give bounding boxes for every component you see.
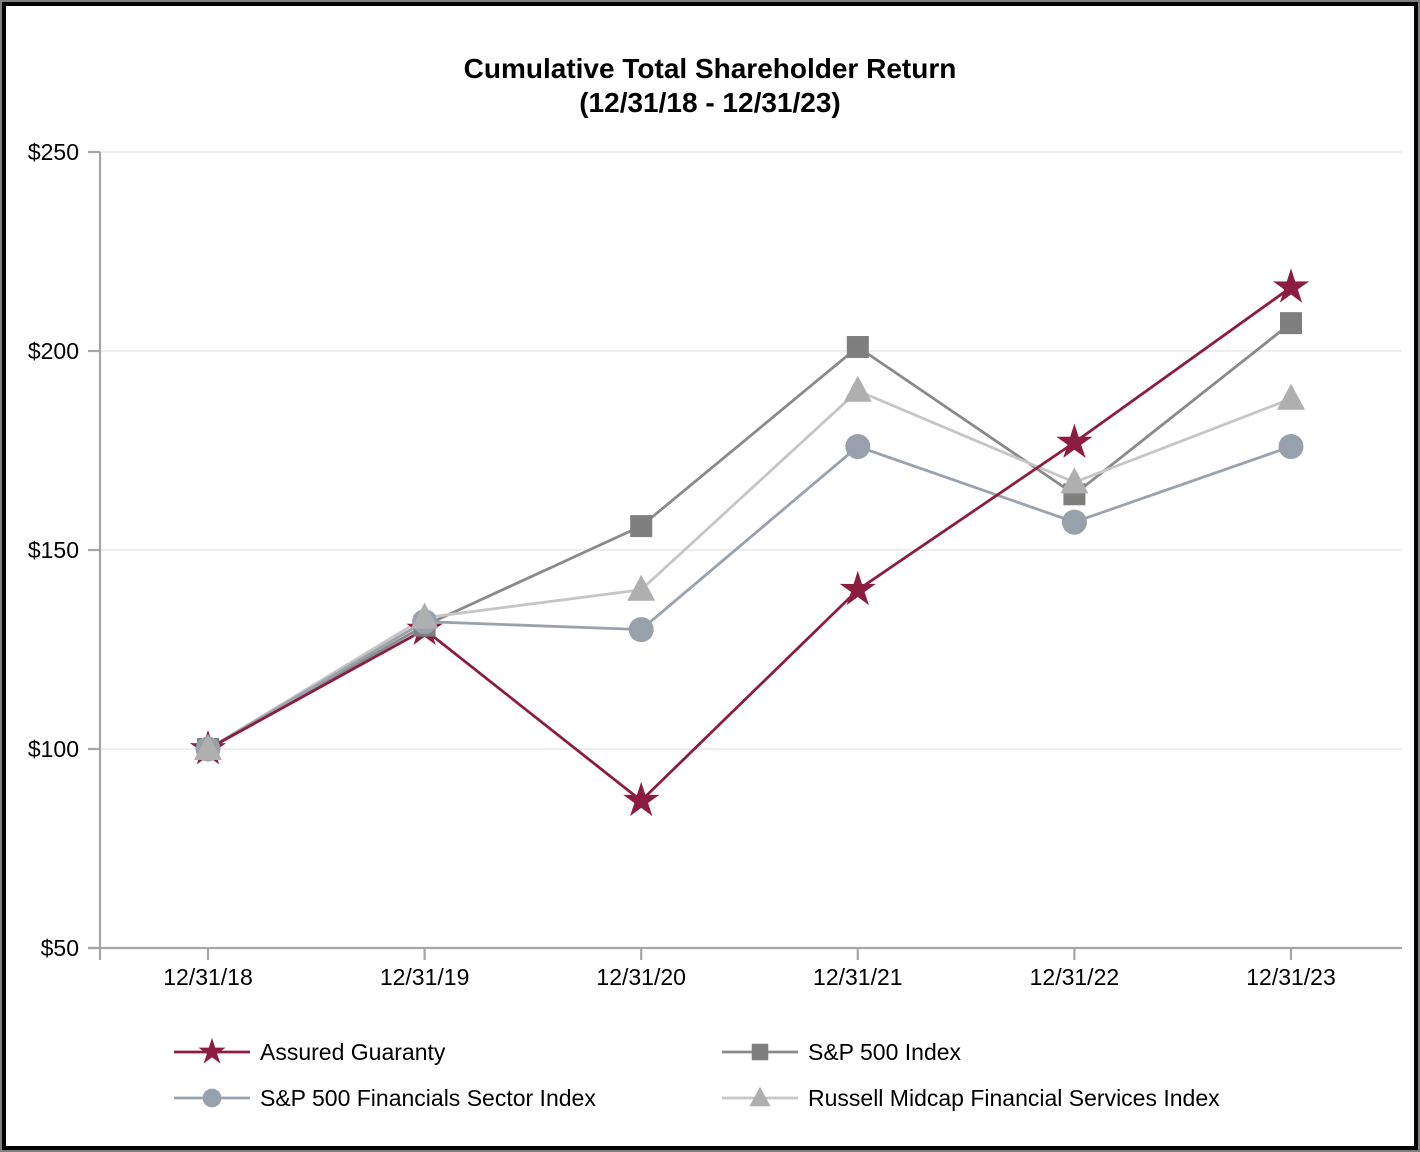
triangle-marker [1277, 383, 1305, 410]
legend-item-sp500-index: S&P 500 Index [720, 1035, 961, 1069]
legend-label-russell-midcap: Russell Midcap Financial Services Index [808, 1084, 1220, 1111]
series-line-3 [207, 389, 1292, 751]
legend-label-sp500-financials: S&P 500 Financials Sector Index [260, 1084, 596, 1111]
circle-marker [628, 617, 654, 643]
y-tick-label: $200 [28, 338, 79, 364]
square-legend-marker [751, 1043, 769, 1061]
legend-item-russell-midcap: Russell Midcap Financial Services Index [720, 1081, 1220, 1115]
circle-marker [1061, 509, 1087, 535]
square-marker [846, 336, 869, 359]
circle-series-legend-icon [174, 1088, 250, 1108]
circle-marker [845, 434, 871, 460]
series-line-0 [207, 286, 1292, 803]
x-tick-label: 12/31/20 [596, 964, 686, 990]
star-marker [1056, 423, 1093, 458]
x-tick-label: 12/31/23 [1246, 964, 1336, 990]
chart-subtitle: (12/31/18 - 12/31/23) [579, 87, 841, 118]
x-tick-label: 12/31/19 [380, 964, 470, 990]
star-marker [1272, 268, 1310, 303]
triangle-marker [410, 602, 439, 629]
triangle-marker [1060, 467, 1089, 494]
y-tick-label: $50 [41, 935, 79, 961]
series-line-1 [207, 322, 1292, 751]
legend-label-assured-guaranty: Assured Guaranty [260, 1038, 446, 1065]
triangle-series-legend-icon [722, 1086, 798, 1107]
plot-area: $50 $100 $150 $200 $250 12/31/18 12/31/19 12/31… [28, 139, 1402, 990]
star-series-legend-icon [174, 1037, 250, 1064]
star-marker [839, 570, 876, 606]
x-tick-label: 12/31/18 [163, 964, 253, 990]
triangle-legend-marker [749, 1086, 771, 1107]
star-legend-marker [198, 1037, 226, 1064]
y-tick-label: $100 [28, 736, 79, 762]
square-series-legend-icon [722, 1043, 798, 1061]
triangle-marker [194, 734, 222, 760]
circle-marker [1278, 434, 1304, 460]
y-tick-label: $150 [28, 537, 79, 563]
legend-item-assured-guaranty: Assured Guaranty [172, 1035, 445, 1069]
y-tick-label: $250 [28, 139, 79, 165]
x-tick-label: 12/31/21 [813, 964, 903, 990]
chart-title: Cumulative Total Shareholder Return [463, 53, 957, 84]
series-line-2 [207, 444, 1292, 751]
square-marker [630, 515, 653, 538]
triangle-marker [627, 574, 656, 601]
star-marker [623, 781, 660, 817]
circle-legend-marker [202, 1088, 222, 1108]
x-tick-label: 12/31/22 [1030, 964, 1120, 990]
triangle-marker [843, 375, 872, 402]
square-marker [1280, 312, 1302, 335]
legend-label-sp500-index: S&P 500 Index [808, 1038, 962, 1065]
legend-item-sp500-financials: S&P 500 Financials Sector Index [172, 1081, 596, 1115]
